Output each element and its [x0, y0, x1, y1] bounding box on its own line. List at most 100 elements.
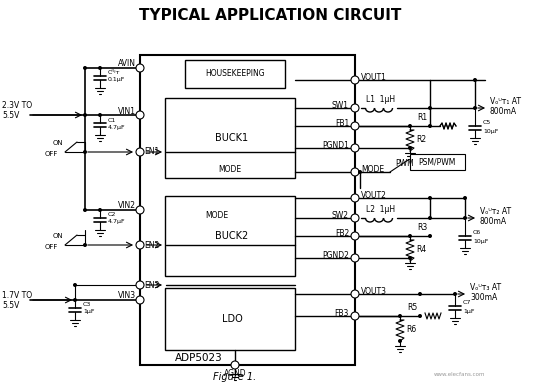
Text: 800mA: 800mA	[480, 217, 507, 225]
Text: VOUT3: VOUT3	[361, 286, 387, 296]
Text: 2.3V TO: 2.3V TO	[2, 101, 32, 109]
Text: OFF: OFF	[45, 151, 58, 157]
Text: www.elecfans.com: www.elecfans.com	[434, 372, 486, 377]
Text: SW2: SW2	[332, 210, 349, 220]
Circle shape	[83, 113, 87, 117]
Text: MODE: MODE	[205, 210, 228, 220]
Bar	[165, 98, 295, 178]
Text: 0.1μF: 0.1μF	[108, 78, 125, 83]
Bar	[185, 60, 285, 88]
Text: C5: C5	[483, 121, 491, 126]
Text: ON: ON	[53, 233, 64, 239]
Text: MODE: MODE	[361, 164, 384, 174]
Text: R2: R2	[416, 136, 426, 144]
Bar	[140, 55, 355, 365]
Circle shape	[351, 194, 359, 202]
Text: 1.7V TO: 1.7V TO	[2, 291, 32, 300]
Text: L2  1μH: L2 1μH	[366, 205, 395, 215]
Circle shape	[418, 314, 422, 318]
Text: VIN1: VIN1	[118, 106, 136, 116]
Text: L1  1μH: L1 1μH	[366, 96, 395, 104]
Circle shape	[408, 234, 412, 238]
Text: R5: R5	[407, 303, 417, 313]
Circle shape	[351, 290, 359, 298]
Circle shape	[428, 106, 432, 110]
Text: PWM: PWM	[395, 159, 414, 169]
Text: R6: R6	[406, 326, 416, 334]
Text: 10μF: 10μF	[483, 129, 498, 134]
Circle shape	[136, 241, 144, 249]
Text: EN3: EN3	[144, 280, 159, 290]
Text: FB2: FB2	[335, 228, 349, 237]
Text: Cᶠᴵᶡᴛ: Cᶠᴵᶡᴛ	[108, 71, 120, 76]
Circle shape	[428, 124, 432, 128]
Circle shape	[83, 66, 87, 70]
Text: SW1: SW1	[332, 101, 349, 109]
Text: VIN3: VIN3	[118, 291, 136, 301]
Circle shape	[351, 104, 359, 112]
Circle shape	[136, 206, 144, 214]
Text: ADP5023: ADP5023	[175, 353, 223, 363]
Text: 800mA: 800mA	[490, 106, 517, 116]
Circle shape	[83, 208, 87, 212]
Circle shape	[408, 124, 412, 128]
Text: PGND2: PGND2	[322, 250, 349, 260]
Text: LDO: LDO	[221, 314, 242, 324]
Text: R4: R4	[416, 245, 426, 255]
Circle shape	[473, 78, 477, 82]
Circle shape	[358, 170, 362, 174]
Circle shape	[351, 214, 359, 222]
Text: AGND: AGND	[224, 369, 246, 377]
Circle shape	[73, 298, 77, 302]
Circle shape	[351, 168, 359, 176]
Circle shape	[98, 66, 102, 70]
Bar	[165, 288, 295, 350]
Text: BUCK1: BUCK1	[215, 133, 248, 143]
Text: 300mA: 300mA	[470, 293, 497, 301]
Circle shape	[98, 208, 102, 212]
Text: PSM/PWM: PSM/PWM	[418, 157, 456, 167]
Circle shape	[136, 296, 144, 304]
Text: VOUT2: VOUT2	[361, 190, 387, 200]
Text: Vₒᵁᴛ₃ AT: Vₒᵁᴛ₃ AT	[470, 283, 501, 293]
Text: TYPICAL APPLICATION CIRCUIT: TYPICAL APPLICATION CIRCUIT	[139, 8, 401, 23]
Text: EN2: EN2	[144, 240, 159, 250]
Circle shape	[398, 314, 402, 318]
Text: 4.7μF: 4.7μF	[108, 220, 126, 225]
Circle shape	[136, 111, 144, 119]
Text: Vₒᵁᴛ₂ AT: Vₒᵁᴛ₂ AT	[480, 207, 511, 217]
Text: C1: C1	[108, 118, 116, 122]
Text: R3: R3	[417, 223, 427, 232]
Text: OFF: OFF	[45, 244, 58, 250]
Circle shape	[83, 150, 87, 154]
Text: Vₒᵁᴛ₁ AT: Vₒᵁᴛ₁ AT	[490, 98, 521, 106]
Circle shape	[463, 196, 467, 200]
Text: BUCK2: BUCK2	[215, 231, 248, 241]
Circle shape	[98, 113, 102, 117]
Bar	[165, 196, 295, 276]
Text: AVIN: AVIN	[118, 60, 136, 68]
Text: C2: C2	[108, 212, 117, 217]
Text: 5.5V: 5.5V	[2, 301, 19, 310]
Circle shape	[351, 144, 359, 152]
Text: C6: C6	[473, 230, 481, 235]
Text: Figure 1.: Figure 1.	[213, 372, 256, 382]
Text: C7: C7	[463, 301, 471, 306]
Circle shape	[83, 243, 87, 247]
Circle shape	[453, 292, 457, 296]
Circle shape	[428, 216, 432, 220]
Circle shape	[428, 234, 432, 238]
Bar	[410, 154, 465, 170]
Text: R1: R1	[417, 114, 427, 122]
Text: HOUSEKEEPING: HOUSEKEEPING	[205, 70, 265, 78]
Circle shape	[398, 339, 402, 343]
Text: 10μF: 10μF	[473, 238, 488, 243]
Circle shape	[351, 122, 359, 130]
Circle shape	[428, 196, 432, 200]
Text: 5.5V: 5.5V	[2, 111, 19, 119]
Text: 4.7μF: 4.7μF	[108, 124, 126, 129]
Circle shape	[418, 292, 422, 296]
Text: EN1: EN1	[144, 147, 159, 157]
Text: VIN2: VIN2	[118, 202, 136, 210]
Circle shape	[136, 281, 144, 289]
